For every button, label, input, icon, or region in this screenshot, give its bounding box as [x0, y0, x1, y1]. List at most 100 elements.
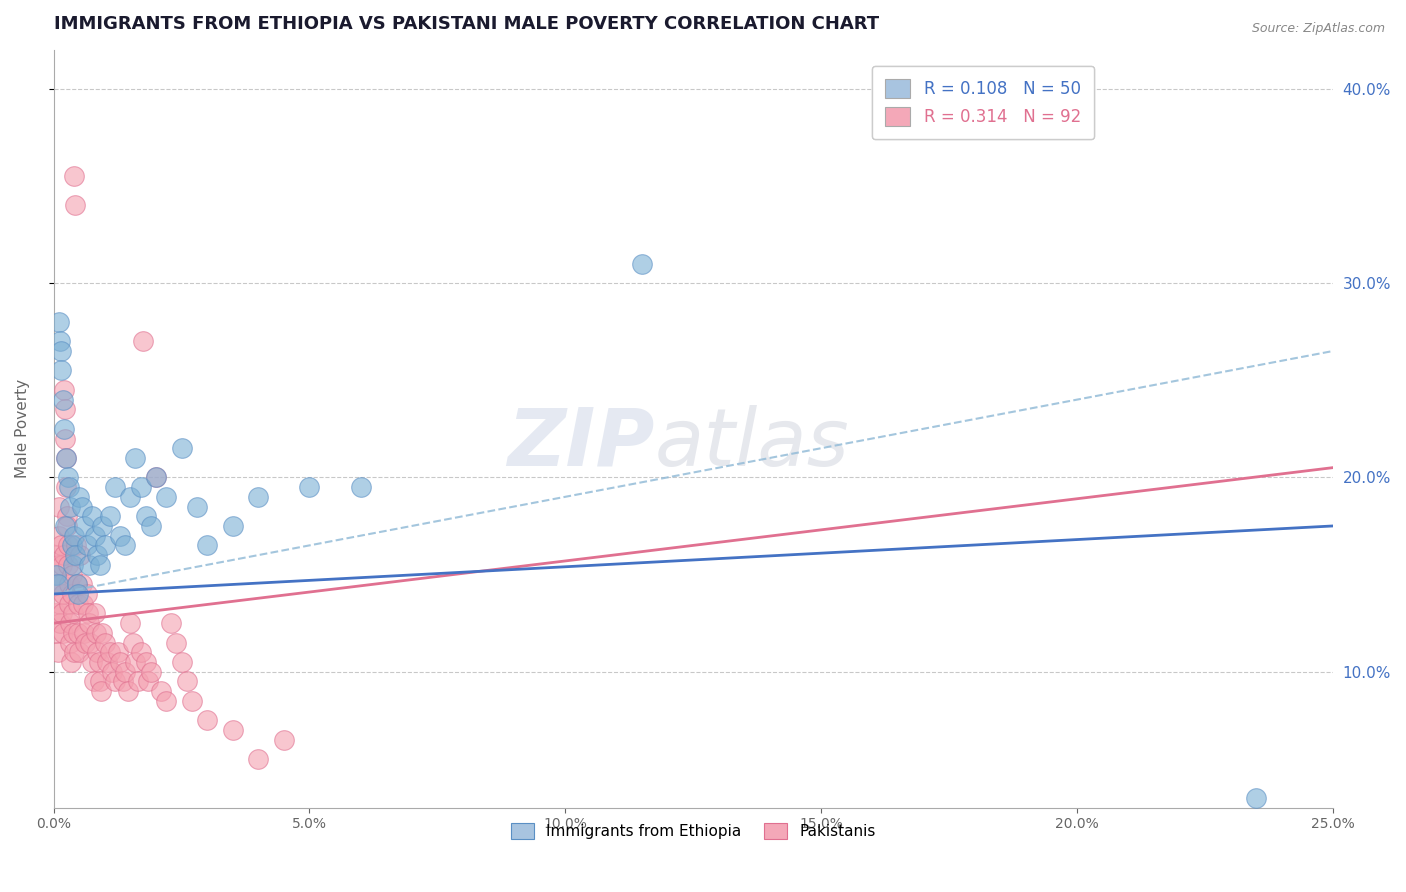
- Point: [114, 665, 136, 679]
- Point: [135, 509, 157, 524]
- Point: [107, 645, 129, 659]
- Text: Source: ZipAtlas.com: Source: ZipAtlas.com: [1251, 22, 1385, 36]
- Point: [222, 723, 245, 737]
- Point: [63, 169, 86, 183]
- Point: [56, 509, 79, 524]
- Point: [114, 538, 136, 552]
- Point: [59, 616, 82, 631]
- Point: [1244, 791, 1267, 805]
- Point: [90, 684, 112, 698]
- Point: [136, 674, 159, 689]
- Point: [80, 509, 103, 524]
- Point: [65, 538, 87, 552]
- Point: [51, 558, 73, 572]
- Point: [145, 470, 167, 484]
- Point: [176, 674, 198, 689]
- Point: [160, 616, 183, 631]
- Point: [66, 577, 89, 591]
- Point: [67, 625, 90, 640]
- Point: [77, 607, 100, 621]
- Point: [76, 587, 98, 601]
- Point: [104, 480, 127, 494]
- Point: [72, 597, 94, 611]
- Point: [70, 500, 93, 514]
- Point: [247, 490, 270, 504]
- Point: [62, 558, 84, 572]
- Point: [62, 645, 84, 659]
- Point: [48, 597, 70, 611]
- Point: [79, 558, 101, 572]
- Point: [44, 577, 66, 591]
- Point: [79, 616, 101, 631]
- Point: [83, 674, 105, 689]
- Point: [349, 480, 371, 494]
- Point: [63, 548, 86, 562]
- Point: [124, 655, 146, 669]
- Point: [120, 616, 142, 631]
- Text: ZIP: ZIP: [508, 405, 655, 483]
- Point: [76, 538, 98, 552]
- Point: [59, 500, 82, 514]
- Y-axis label: Male Poverty: Male Poverty: [15, 379, 30, 478]
- Point: [98, 509, 121, 524]
- Point: [63, 198, 86, 212]
- Text: IMMIGRANTS FROM ETHIOPIA VS PAKISTANI MALE POVERTY CORRELATION CHART: IMMIGRANTS FROM ETHIOPIA VS PAKISTANI MA…: [53, 15, 879, 33]
- Point: [45, 567, 67, 582]
- Point: [170, 655, 193, 669]
- Point: [86, 548, 108, 562]
- Point: [55, 480, 77, 494]
- Point: [111, 674, 134, 689]
- Point: [165, 635, 187, 649]
- Point: [66, 597, 89, 611]
- Point: [75, 635, 97, 649]
- Point: [51, 607, 73, 621]
- Point: [63, 529, 86, 543]
- Point: [48, 529, 70, 543]
- Point: [49, 538, 72, 552]
- Point: [273, 732, 295, 747]
- Point: [58, 597, 80, 611]
- Point: [117, 684, 139, 698]
- Point: [150, 684, 173, 698]
- Point: [60, 587, 83, 601]
- Point: [94, 538, 117, 552]
- Point: [52, 548, 75, 562]
- Point: [139, 665, 162, 679]
- Point: [69, 548, 91, 562]
- Point: [52, 392, 75, 407]
- Point: [87, 655, 110, 669]
- Point: [53, 402, 76, 417]
- Point: [62, 607, 84, 621]
- Point: [180, 694, 202, 708]
- Point: [108, 529, 131, 543]
- Point: [139, 519, 162, 533]
- Point: [89, 558, 111, 572]
- Point: [58, 480, 80, 494]
- Point: [80, 655, 103, 669]
- Point: [129, 645, 152, 659]
- Point: [45, 625, 67, 640]
- Point: [70, 577, 93, 591]
- Point: [46, 548, 69, 562]
- Point: [84, 625, 107, 640]
- Point: [52, 422, 75, 436]
- Point: [186, 500, 208, 514]
- Point: [45, 607, 67, 621]
- Point: [73, 625, 96, 640]
- Point: [55, 450, 77, 465]
- Text: atlas: atlas: [655, 405, 849, 483]
- Point: [195, 714, 218, 728]
- Point: [155, 490, 177, 504]
- Point: [48, 315, 70, 329]
- Point: [60, 567, 83, 582]
- Point: [170, 441, 193, 455]
- Point: [132, 334, 155, 349]
- Point: [135, 655, 157, 669]
- Point: [101, 665, 124, 679]
- Point: [53, 519, 76, 533]
- Point: [91, 625, 114, 640]
- Point: [122, 635, 145, 649]
- Point: [67, 587, 90, 601]
- Point: [60, 538, 83, 552]
- Point: [67, 490, 90, 504]
